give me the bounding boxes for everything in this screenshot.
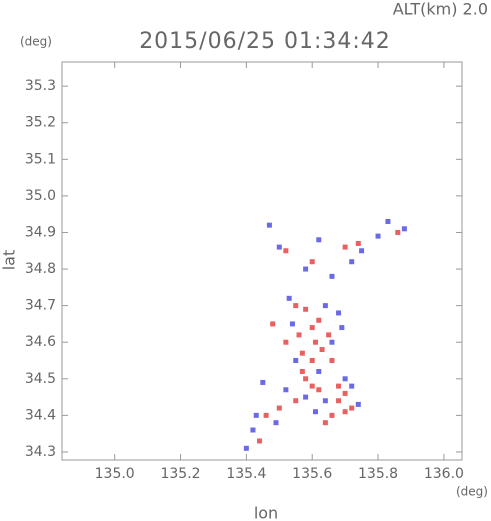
echo-point bbox=[359, 248, 365, 254]
echo-point bbox=[303, 394, 309, 400]
echo-point bbox=[283, 248, 289, 254]
echo-point bbox=[293, 398, 299, 404]
echo-point bbox=[349, 259, 355, 265]
echo-point bbox=[336, 383, 342, 389]
echo-point bbox=[316, 317, 322, 323]
echo-point bbox=[299, 350, 305, 356]
echo-point bbox=[296, 332, 302, 338]
echo-point bbox=[312, 339, 318, 345]
echo-point bbox=[312, 409, 318, 415]
y-tick-label: 34.3 bbox=[25, 444, 56, 460]
echo-point bbox=[309, 259, 315, 265]
echo-point bbox=[276, 405, 282, 411]
echo-point bbox=[336, 310, 342, 316]
echo-point bbox=[257, 438, 263, 444]
echo-point bbox=[329, 358, 335, 363]
echo-point bbox=[243, 445, 249, 451]
echo-point bbox=[260, 379, 266, 385]
echo-point bbox=[250, 427, 256, 433]
echo-point bbox=[303, 306, 309, 312]
y-unit: (deg) bbox=[20, 35, 52, 49]
echo-point bbox=[385, 218, 391, 224]
echo-point bbox=[322, 303, 328, 309]
echo-point bbox=[395, 229, 401, 235]
echo-point bbox=[326, 332, 332, 338]
echo-point bbox=[401, 226, 407, 232]
echo-point bbox=[342, 409, 348, 415]
x-tick-label: 135.6 bbox=[292, 466, 332, 482]
x-unit: (deg) bbox=[456, 485, 488, 499]
x-tick-label: 135.2 bbox=[160, 466, 200, 482]
y-tick-label: 34.9 bbox=[25, 224, 56, 240]
echo-point bbox=[253, 412, 259, 418]
echo-point bbox=[283, 339, 289, 345]
echo-point bbox=[329, 339, 335, 345]
echo-point bbox=[349, 383, 355, 389]
chart-title: 2015/06/25 01:34:42 bbox=[139, 29, 391, 54]
echo-point bbox=[342, 390, 348, 396]
y-tick-label: 34.7 bbox=[25, 298, 56, 314]
echo-point bbox=[336, 398, 342, 404]
echo-point bbox=[266, 222, 272, 228]
echo-point bbox=[286, 295, 292, 301]
echo-point bbox=[289, 321, 295, 327]
echo-point bbox=[273, 420, 279, 426]
y-tick-label: 34.8 bbox=[25, 261, 56, 277]
y-tick-label: 34.5 bbox=[25, 371, 56, 387]
echo-point bbox=[299, 368, 305, 374]
x-tick-label: 135.4 bbox=[226, 466, 266, 482]
echo-point bbox=[316, 387, 322, 393]
echo-point bbox=[322, 398, 328, 404]
echo-point bbox=[316, 237, 322, 243]
y-tick-label: 35.2 bbox=[25, 115, 56, 131]
y-tick-label: 35.3 bbox=[25, 78, 56, 94]
altitude-label: ALT(km) 2.0 bbox=[393, 0, 488, 19]
echo-point bbox=[355, 401, 361, 407]
echo-point bbox=[316, 368, 322, 374]
echo-point bbox=[349, 405, 355, 411]
echo-point bbox=[329, 273, 335, 279]
echo-point bbox=[309, 358, 315, 363]
y-tick-label: 34.4 bbox=[25, 407, 56, 423]
y-axis-label: lat bbox=[0, 250, 19, 271]
echo-point bbox=[375, 233, 381, 239]
echo-point bbox=[293, 358, 299, 363]
echo-point bbox=[342, 376, 348, 382]
echo-point bbox=[293, 303, 299, 309]
echo-point bbox=[322, 420, 328, 426]
echo-point bbox=[342, 244, 348, 250]
echo-point bbox=[309, 325, 315, 331]
x-tick-label: 136.0 bbox=[424, 466, 464, 482]
echo-point bbox=[339, 325, 345, 331]
echo-point bbox=[283, 387, 289, 393]
echo-point bbox=[303, 376, 309, 382]
echo-point bbox=[263, 412, 269, 418]
y-tick-label: 35.1 bbox=[25, 151, 56, 167]
echo-point bbox=[309, 383, 315, 389]
echo-point bbox=[270, 321, 276, 327]
echo-point bbox=[355, 240, 361, 246]
x-tick-label: 135.0 bbox=[95, 466, 135, 482]
x-tick-label: 135.8 bbox=[358, 466, 398, 482]
echo-point bbox=[276, 244, 282, 250]
x-axis-label: lon bbox=[254, 504, 278, 521]
y-tick-label: 35.0 bbox=[25, 188, 56, 204]
echo-point bbox=[303, 266, 309, 272]
plot-frame bbox=[61, 61, 463, 461]
y-tick-label: 34.6 bbox=[25, 334, 56, 350]
echo-point bbox=[329, 412, 335, 418]
echo-point bbox=[319, 347, 325, 353]
